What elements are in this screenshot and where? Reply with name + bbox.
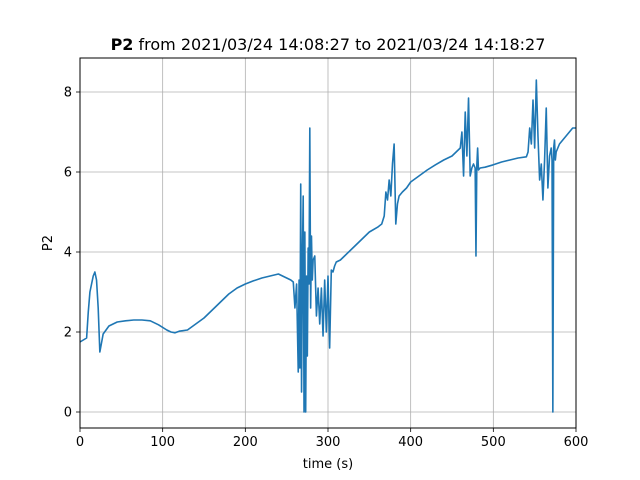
x-axis: 0 100 200 300 400 500 600: [76, 428, 589, 450]
y-tick-label: 8: [64, 86, 72, 101]
chart-title-series: P2: [111, 35, 134, 54]
y-tick-label: 0: [64, 406, 72, 421]
x-tick-label: 300: [316, 435, 341, 450]
chart-title: P2 from 2021/03/24 14:08:27 to 2021/03/2…: [111, 35, 546, 54]
x-tick-label: 0: [76, 435, 84, 450]
chart-title-range: from 2021/03/24 14:08:27 to 2021/03/24 1…: [133, 35, 545, 54]
series-line-path-0: [79, 79, 576, 413]
x-tick-label: 500: [481, 435, 506, 450]
x-tick-label: 600: [564, 435, 589, 450]
y-tick-label: 2: [64, 326, 72, 341]
series-line: [79, 79, 576, 413]
x-axis-label: time (s): [303, 457, 353, 472]
x-tick-label: 200: [233, 435, 258, 450]
grid-lines: [79, 58, 577, 428]
x-tick-label: 400: [398, 435, 423, 450]
y-axis: 0 2 4 6 8: [64, 86, 80, 421]
y-axis-label: P2: [41, 235, 56, 251]
y-tick-label: 6: [64, 166, 72, 181]
x-tick-label: 100: [150, 435, 175, 450]
y-tick-label: 4: [64, 246, 72, 261]
